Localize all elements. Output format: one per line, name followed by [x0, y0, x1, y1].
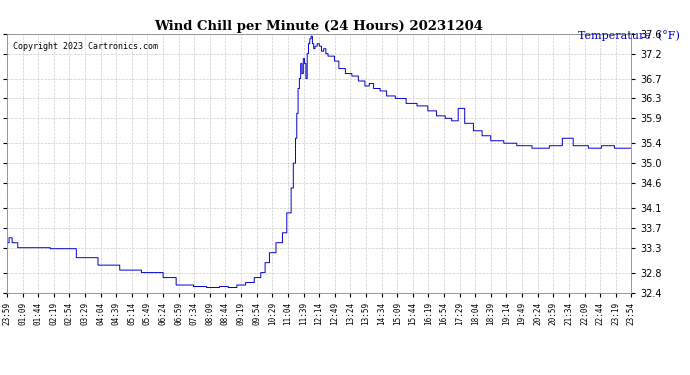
Text: Temperature  (°F): Temperature (°F)	[578, 30, 680, 41]
Text: Copyright 2023 Cartronics.com: Copyright 2023 Cartronics.com	[13, 42, 158, 51]
Title: Wind Chill per Minute (24 Hours) 20231204: Wind Chill per Minute (24 Hours) 2023120…	[155, 20, 484, 33]
